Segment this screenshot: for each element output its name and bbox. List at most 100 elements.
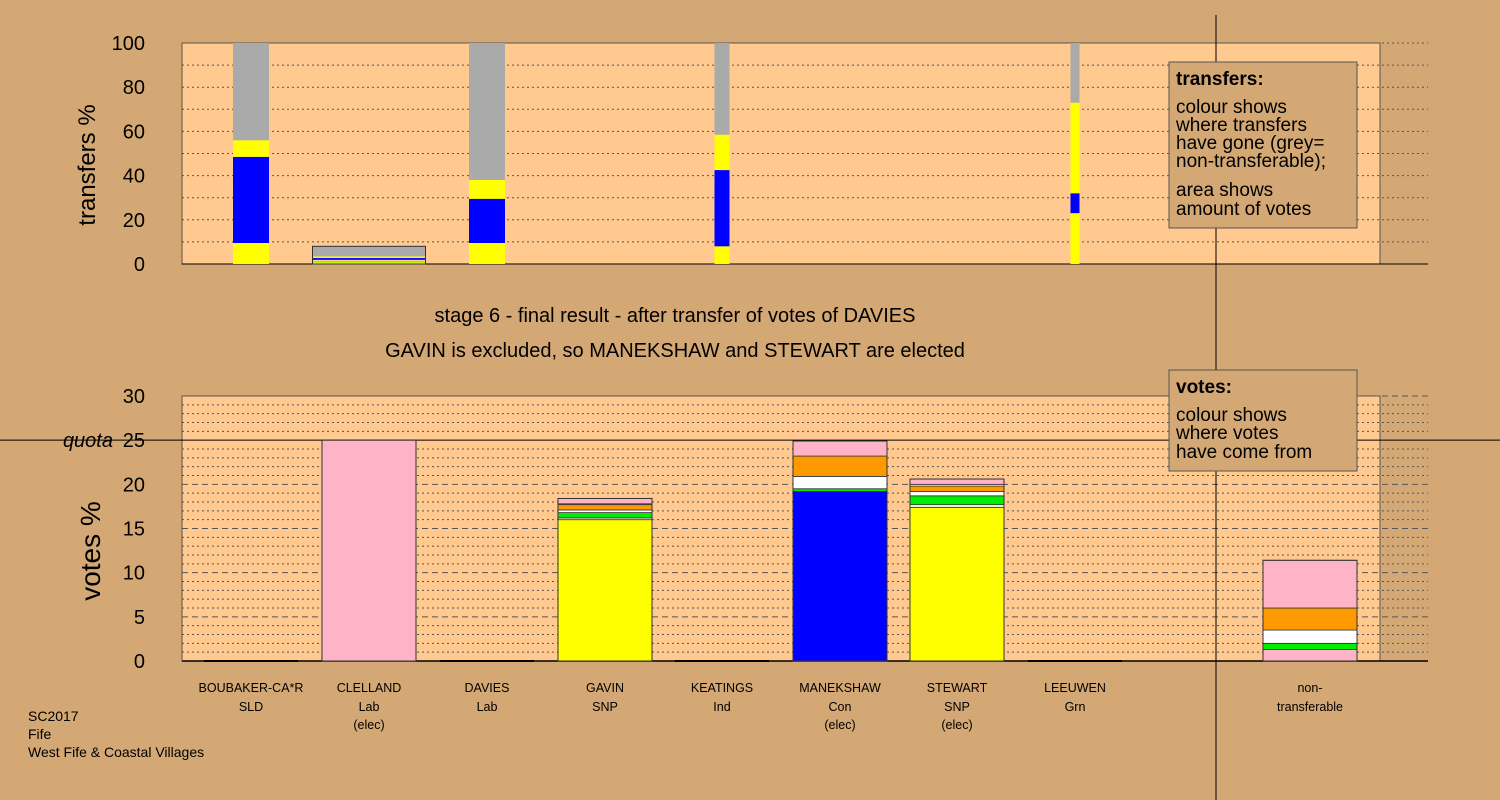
votes-y-tick-label: 30 — [123, 386, 145, 408]
vote-bar-outline — [792, 440, 888, 662]
transfers-y-tick-label: 100 — [112, 33, 145, 55]
candidate-party: Con — [829, 700, 852, 714]
vote-segment-gavin — [557, 504, 653, 511]
transfer-segment-clelland — [312, 256, 426, 259]
vote-segment-manekshaw — [792, 440, 888, 457]
votes-y-tick-label: 10 — [123, 563, 145, 585]
ward-name: West Fife & Coastal Villages — [28, 744, 205, 760]
candidate-name: LEEUWEN — [1044, 681, 1106, 695]
vote-segment-nontransferable — [1262, 629, 1358, 644]
vote-bar-outline — [321, 439, 417, 662]
votes-legend-line: where votes — [1175, 423, 1278, 444]
candidate-party: transferable — [1277, 700, 1343, 714]
vote-segment-gavin — [557, 498, 653, 505]
vote-segment-manekshaw — [792, 490, 888, 662]
vote-bar-outline — [1262, 559, 1358, 662]
transfers-legend: transfers: colour shows where transfers … — [1168, 61, 1358, 229]
candidate-status: (elec) — [824, 718, 855, 732]
candidate-labels: BOUBAKER-CA*R SLD CLELLAND Lab (elec) DAVIES L… — [199, 681, 1343, 732]
votes-legend: votes: colour shows where votes have com… — [1168, 369, 1358, 472]
transfer-segment-leeuwen — [1070, 102, 1080, 194]
transfer-segment-leeuwen — [1070, 43, 1080, 103]
transfer-segment-clelland — [312, 258, 426, 260]
vote-bar-outline — [909, 478, 1005, 662]
transfers-y-tick-label: 40 — [123, 166, 145, 188]
transfers-legend-title: transfers: — [1176, 69, 1264, 90]
transfer-segment-boubaker-ca*r — [233, 43, 269, 141]
transfer-segment-keatings — [714, 43, 730, 135]
candidate-name: DAVIES — [465, 681, 510, 695]
candidate-party: Grn — [1065, 700, 1086, 714]
votes-y-axis-label: votes % — [75, 501, 106, 601]
transfer-segment-boubaker-ca*r — [233, 140, 269, 157]
transfer-segment-davies — [469, 243, 505, 264]
vote-segment-nontransferable — [1262, 559, 1358, 609]
transfers-legend-line: have gone (grey= — [1176, 133, 1324, 154]
candidate-name: BOUBAKER-CA*R — [199, 681, 304, 695]
transfer-segment-clelland — [312, 261, 426, 263]
vote-segment-stewart — [909, 506, 1005, 662]
votes-legend-line: have come from — [1176, 442, 1312, 463]
candidate-name: CLELLAND — [337, 681, 402, 695]
transfers-y-tick-label: 80 — [123, 77, 145, 99]
transfers-legend-line: where transfers — [1175, 115, 1307, 136]
transfer-segment-clelland — [312, 260, 426, 262]
candidate-party: SNP — [944, 700, 970, 714]
candidate-party: Ind — [713, 700, 730, 714]
vote-segment-nontransferable — [1262, 607, 1358, 631]
votes-legend-title: votes: — [1176, 377, 1232, 398]
transfers-legend-line: non-transferable); — [1176, 151, 1326, 172]
transfer-segment-boubaker-ca*r — [233, 243, 269, 264]
transfer-segment-clelland — [312, 259, 426, 261]
transfer-segment-clelland — [312, 262, 426, 264]
transfer-segment-keatings — [714, 134, 730, 171]
vote-segment-nontransferable — [1262, 642, 1358, 650]
vote-bar-outline — [557, 497, 653, 662]
vote-segment-stewart — [909, 495, 1005, 506]
transfers-legend-line: area shows — [1176, 180, 1273, 201]
candidate-name: KEATINGS — [691, 681, 753, 695]
transfer-segment-clelland — [312, 246, 426, 257]
candidate-party: Lab — [477, 700, 498, 714]
candidate-party: SNP — [592, 700, 618, 714]
candidate-name: MANEKSHAW — [799, 681, 881, 695]
council-name: Fife — [28, 726, 52, 742]
vote-segment-manekshaw — [792, 455, 888, 477]
votes-legend-line: colour shows — [1176, 405, 1287, 426]
vote-segment-stewart — [909, 485, 1005, 492]
candidate-status: (elec) — [353, 718, 384, 732]
vote-segment-nontransferable — [1262, 649, 1358, 662]
candidate-name: STEWART — [927, 681, 988, 695]
candidate-status: (elec) — [941, 718, 972, 732]
transfer-segment-boubaker-ca*r — [233, 156, 269, 244]
vote-segment-manekshaw — [792, 475, 888, 490]
votes-y-tick-label: 15 — [123, 519, 145, 541]
transfers-y-tick-label: 20 — [123, 210, 145, 232]
transfers-y-tick-label: 0 — [134, 254, 145, 276]
election-name: SC2017 — [28, 708, 79, 724]
candidate-name: GAVIN — [586, 681, 624, 695]
transfers-legend-line: colour shows — [1176, 97, 1287, 118]
candidate-name: non- — [1297, 681, 1322, 695]
votes-y-tick-label: 20 — [123, 474, 145, 496]
transfer-segment-keatings — [714, 170, 730, 247]
result-description: GAVIN is excluded, so MANEKSHAW and STEW… — [385, 340, 965, 362]
transfers-y-tick-label: 60 — [123, 121, 145, 143]
vote-segment-stewart — [909, 490, 1005, 497]
vote-segment-stewart — [909, 478, 1005, 485]
stage-description: stage 6 - final result - after transfer … — [435, 305, 916, 327]
transfer-segment-davies — [469, 180, 505, 199]
transfer-segment-davies — [469, 198, 505, 244]
vote-segment-clelland — [321, 439, 417, 662]
quota-label: quota — [63, 430, 113, 452]
transfer-bar-outline — [312, 245, 426, 265]
transfer-segment-leeuwen — [1070, 193, 1080, 214]
vote-segment-gavin — [557, 519, 653, 662]
transfers-y-axis-label: transfers % — [74, 104, 101, 225]
transfer-segment-leeuwen — [1070, 213, 1080, 264]
votes-y-tick-label: 25 — [123, 430, 145, 452]
election-footer: SC2017 Fife West Fife & Coastal Villages — [28, 707, 204, 761]
transfers-legend-line: amount of votes — [1176, 199, 1311, 220]
votes-y-tick-label: 0 — [134, 651, 145, 673]
